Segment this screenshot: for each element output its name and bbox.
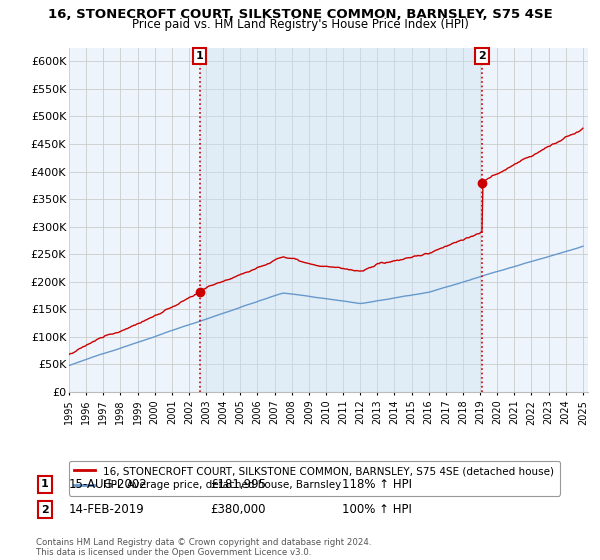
Text: Contains HM Land Registry data © Crown copyright and database right 2024.
This d: Contains HM Land Registry data © Crown c… <box>36 538 371 557</box>
Text: 2: 2 <box>478 51 486 61</box>
Text: 16, STONECROFT COURT, SILKSTONE COMMON, BARNSLEY, S75 4SE: 16, STONECROFT COURT, SILKSTONE COMMON, … <box>47 8 553 21</box>
Bar <box>200 48 482 392</box>
Text: 14-FEB-2019: 14-FEB-2019 <box>69 503 145 516</box>
Text: £380,000: £380,000 <box>210 503 265 516</box>
Text: 2: 2 <box>41 505 49 515</box>
Text: Price paid vs. HM Land Registry's House Price Index (HPI): Price paid vs. HM Land Registry's House … <box>131 18 469 31</box>
Text: 100% ↑ HPI: 100% ↑ HPI <box>342 503 412 516</box>
Text: 1: 1 <box>196 51 203 61</box>
Text: £181,995: £181,995 <box>210 478 266 491</box>
Text: 1: 1 <box>41 479 49 489</box>
Legend: 16, STONECROFT COURT, SILKSTONE COMMON, BARNSLEY, S75 4SE (detached house), HPI:: 16, STONECROFT COURT, SILKSTONE COMMON, … <box>69 461 560 496</box>
Text: 15-AUG-2002: 15-AUG-2002 <box>69 478 148 491</box>
Text: 118% ↑ HPI: 118% ↑ HPI <box>342 478 412 491</box>
